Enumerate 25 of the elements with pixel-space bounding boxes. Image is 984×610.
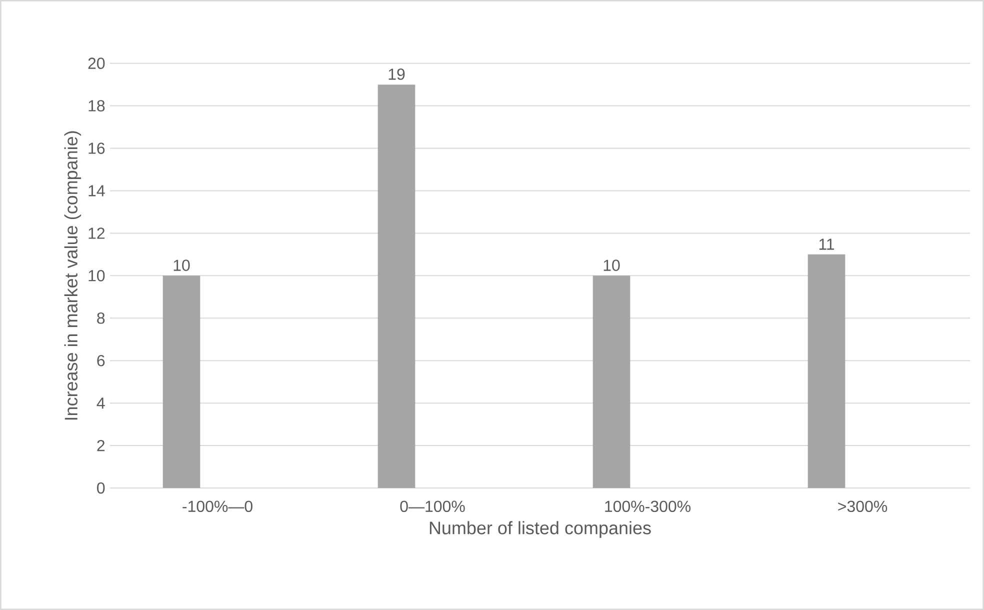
- y-tick-label: 18: [88, 100, 105, 112]
- bar: [592, 276, 630, 488]
- bar: [378, 84, 416, 488]
- bar: [162, 276, 200, 488]
- y-tick-label: 20: [88, 58, 105, 70]
- bar: [808, 254, 846, 488]
- x-tick-label: -100%—0: [182, 500, 252, 512]
- y-tick-label: 8: [97, 312, 105, 324]
- y-tick-label: 6: [97, 354, 105, 366]
- y-tick-label: 16: [88, 142, 105, 154]
- x-tick-label: 100%-300%: [605, 500, 691, 512]
- x-tick-label: >300%: [838, 500, 888, 512]
- data-label: 11: [819, 238, 834, 250]
- data-label: 10: [604, 260, 620, 271]
- y-axis-title: Increase in market value (companie): [64, 131, 82, 420]
- y-tick-label: 2: [97, 440, 105, 452]
- y-tick-label: 10: [88, 270, 105, 282]
- x-axis-title: Number of listed companies: [430, 521, 651, 538]
- x-tick-label: 0—100%: [400, 500, 465, 512]
- y-tick-label: 12: [88, 228, 105, 239]
- y-tick-label: 14: [88, 185, 105, 196]
- y-tick-label: 4: [96, 398, 105, 409]
- y-tick-label: 0: [97, 482, 105, 494]
- data-label: 19: [388, 68, 405, 80]
- data-label: 10: [174, 260, 190, 271]
